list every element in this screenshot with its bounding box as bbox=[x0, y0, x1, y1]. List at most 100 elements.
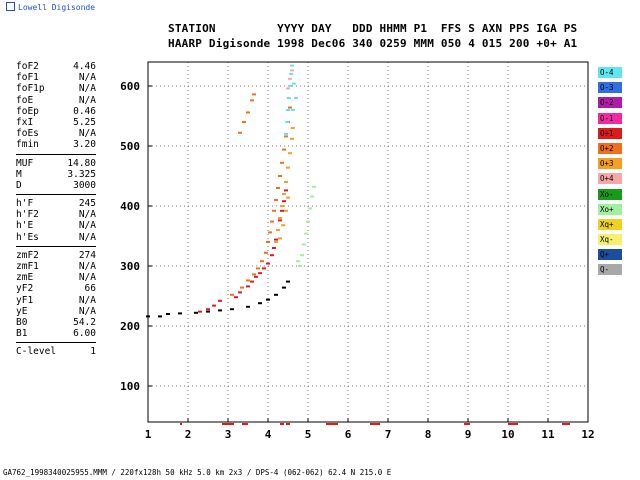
param-value: 3.325 bbox=[67, 168, 96, 180]
param-name: B0 bbox=[16, 316, 28, 328]
legend-item-ominus1: O-1 bbox=[598, 112, 622, 124]
echo-point bbox=[312, 185, 316, 188]
echo-point bbox=[288, 85, 292, 87]
legend-item-qplus: Q+ bbox=[598, 249, 622, 261]
param-value: N/A bbox=[78, 94, 96, 106]
echo-point bbox=[258, 302, 262, 305]
echo-point bbox=[218, 299, 222, 302]
param-value: N/A bbox=[78, 83, 96, 95]
echo-point bbox=[262, 267, 266, 270]
echo-point bbox=[306, 220, 310, 223]
param-value: 4.46 bbox=[73, 61, 96, 72]
echo-point bbox=[300, 254, 304, 257]
param-value: N/A bbox=[78, 294, 96, 306]
echo-point bbox=[270, 254, 274, 257]
param-row: foF1 N/A bbox=[16, 72, 96, 83]
echo-point bbox=[256, 267, 260, 270]
y-tick-label: 300 bbox=[120, 260, 140, 273]
param-value: 3.20 bbox=[73, 139, 96, 151]
frequency-mark bbox=[280, 423, 284, 425]
param-value: N/A bbox=[78, 305, 96, 317]
frequency-mark bbox=[562, 423, 570, 425]
echo-point bbox=[282, 286, 286, 289]
param-name: M bbox=[16, 168, 22, 180]
param-value: N/A bbox=[78, 128, 96, 140]
x-tick-label: 2 bbox=[185, 428, 192, 441]
echo-point bbox=[290, 137, 294, 140]
echo-point bbox=[276, 187, 280, 189]
echo-point bbox=[278, 175, 282, 177]
param-name: foF1 bbox=[16, 72, 39, 84]
echo-point bbox=[238, 131, 242, 134]
echo-point bbox=[212, 304, 216, 307]
param-name: foEp bbox=[16, 105, 39, 117]
echo-point bbox=[281, 224, 286, 227]
param-name: zmE bbox=[16, 272, 34, 284]
echo-point bbox=[268, 231, 272, 234]
param-name: MUF bbox=[16, 157, 34, 169]
param-name: h'Es bbox=[16, 231, 39, 243]
param-row: h'E N/A bbox=[16, 220, 96, 231]
param-row: yF1 N/A bbox=[16, 295, 96, 306]
x-tick-label: 9 bbox=[465, 428, 472, 441]
echo-point bbox=[240, 286, 244, 289]
param-name: yF2 bbox=[16, 283, 34, 295]
param-value: 245 bbox=[78, 198, 96, 210]
param-value: N/A bbox=[78, 209, 96, 221]
footer-info: GA762_1998340025955.MMM / 220fx128h 50 k… bbox=[3, 468, 392, 477]
param-name: yE bbox=[16, 305, 28, 317]
echo-point bbox=[230, 293, 234, 296]
param-name: B1 bbox=[16, 328, 28, 340]
echo-point bbox=[230, 308, 234, 311]
echo-point bbox=[198, 310, 202, 313]
param-value: N/A bbox=[78, 72, 96, 84]
legend-item-oplus1: O+1 bbox=[598, 127, 622, 139]
echo-point bbox=[282, 148, 286, 151]
echo-point bbox=[278, 219, 282, 222]
echo-point bbox=[276, 229, 280, 231]
param-row: foEp 0.46 bbox=[16, 106, 96, 117]
param-row: C-level 1 bbox=[16, 346, 96, 357]
echo-point bbox=[252, 273, 256, 276]
param-value: 1 bbox=[90, 346, 96, 358]
logo-text: Lowell Digisonde bbox=[18, 3, 96, 12]
param-row: zmE N/A bbox=[16, 272, 96, 283]
x-tick-label: 12 bbox=[581, 428, 594, 441]
param-name: D bbox=[16, 179, 22, 191]
echo-point bbox=[286, 109, 290, 111]
logo-square-icon bbox=[6, 2, 15, 11]
y-tick-label: 600 bbox=[120, 80, 140, 93]
echo-point bbox=[274, 238, 278, 241]
plot-frame bbox=[147, 61, 589, 423]
legend-item-qminus: Q- bbox=[598, 264, 622, 276]
echo-point bbox=[250, 280, 254, 283]
echo-point bbox=[286, 166, 290, 169]
legend-item-xoplus: Xo+ bbox=[598, 203, 622, 215]
echo-point bbox=[284, 209, 288, 212]
echo-point bbox=[290, 64, 294, 67]
echo-point bbox=[280, 161, 284, 164]
echo-point bbox=[272, 247, 276, 249]
param-value: 5.25 bbox=[73, 116, 96, 128]
legend-item-xominus: Xo- bbox=[598, 188, 622, 200]
echo-point bbox=[282, 200, 286, 203]
frequency-mark bbox=[326, 423, 338, 425]
echo-point bbox=[290, 69, 294, 72]
echo-point bbox=[274, 199, 278, 201]
param-row: zmF1 N/A bbox=[16, 261, 96, 272]
legend-item-ominus2: O-2 bbox=[598, 97, 622, 109]
frequency-mark bbox=[242, 423, 248, 425]
param-value: 66 bbox=[84, 283, 96, 295]
echo-point bbox=[272, 209, 276, 212]
y-tick-label: 200 bbox=[120, 320, 140, 333]
x-tick-label: 1 bbox=[145, 428, 152, 441]
param-separator bbox=[16, 342, 96, 344]
echo-point bbox=[310, 195, 314, 198]
param-value: N/A bbox=[78, 272, 96, 284]
param-name: foF1p bbox=[16, 83, 45, 95]
header-line-1: STATION YYYY DAY DDD HHMM P1 FFS S AXN P… bbox=[168, 22, 578, 35]
param-row: MUF 14.80 bbox=[16, 158, 96, 169]
legend-item-xqplus: Xq+ bbox=[598, 218, 622, 230]
param-name: h'F2 bbox=[16, 209, 39, 221]
